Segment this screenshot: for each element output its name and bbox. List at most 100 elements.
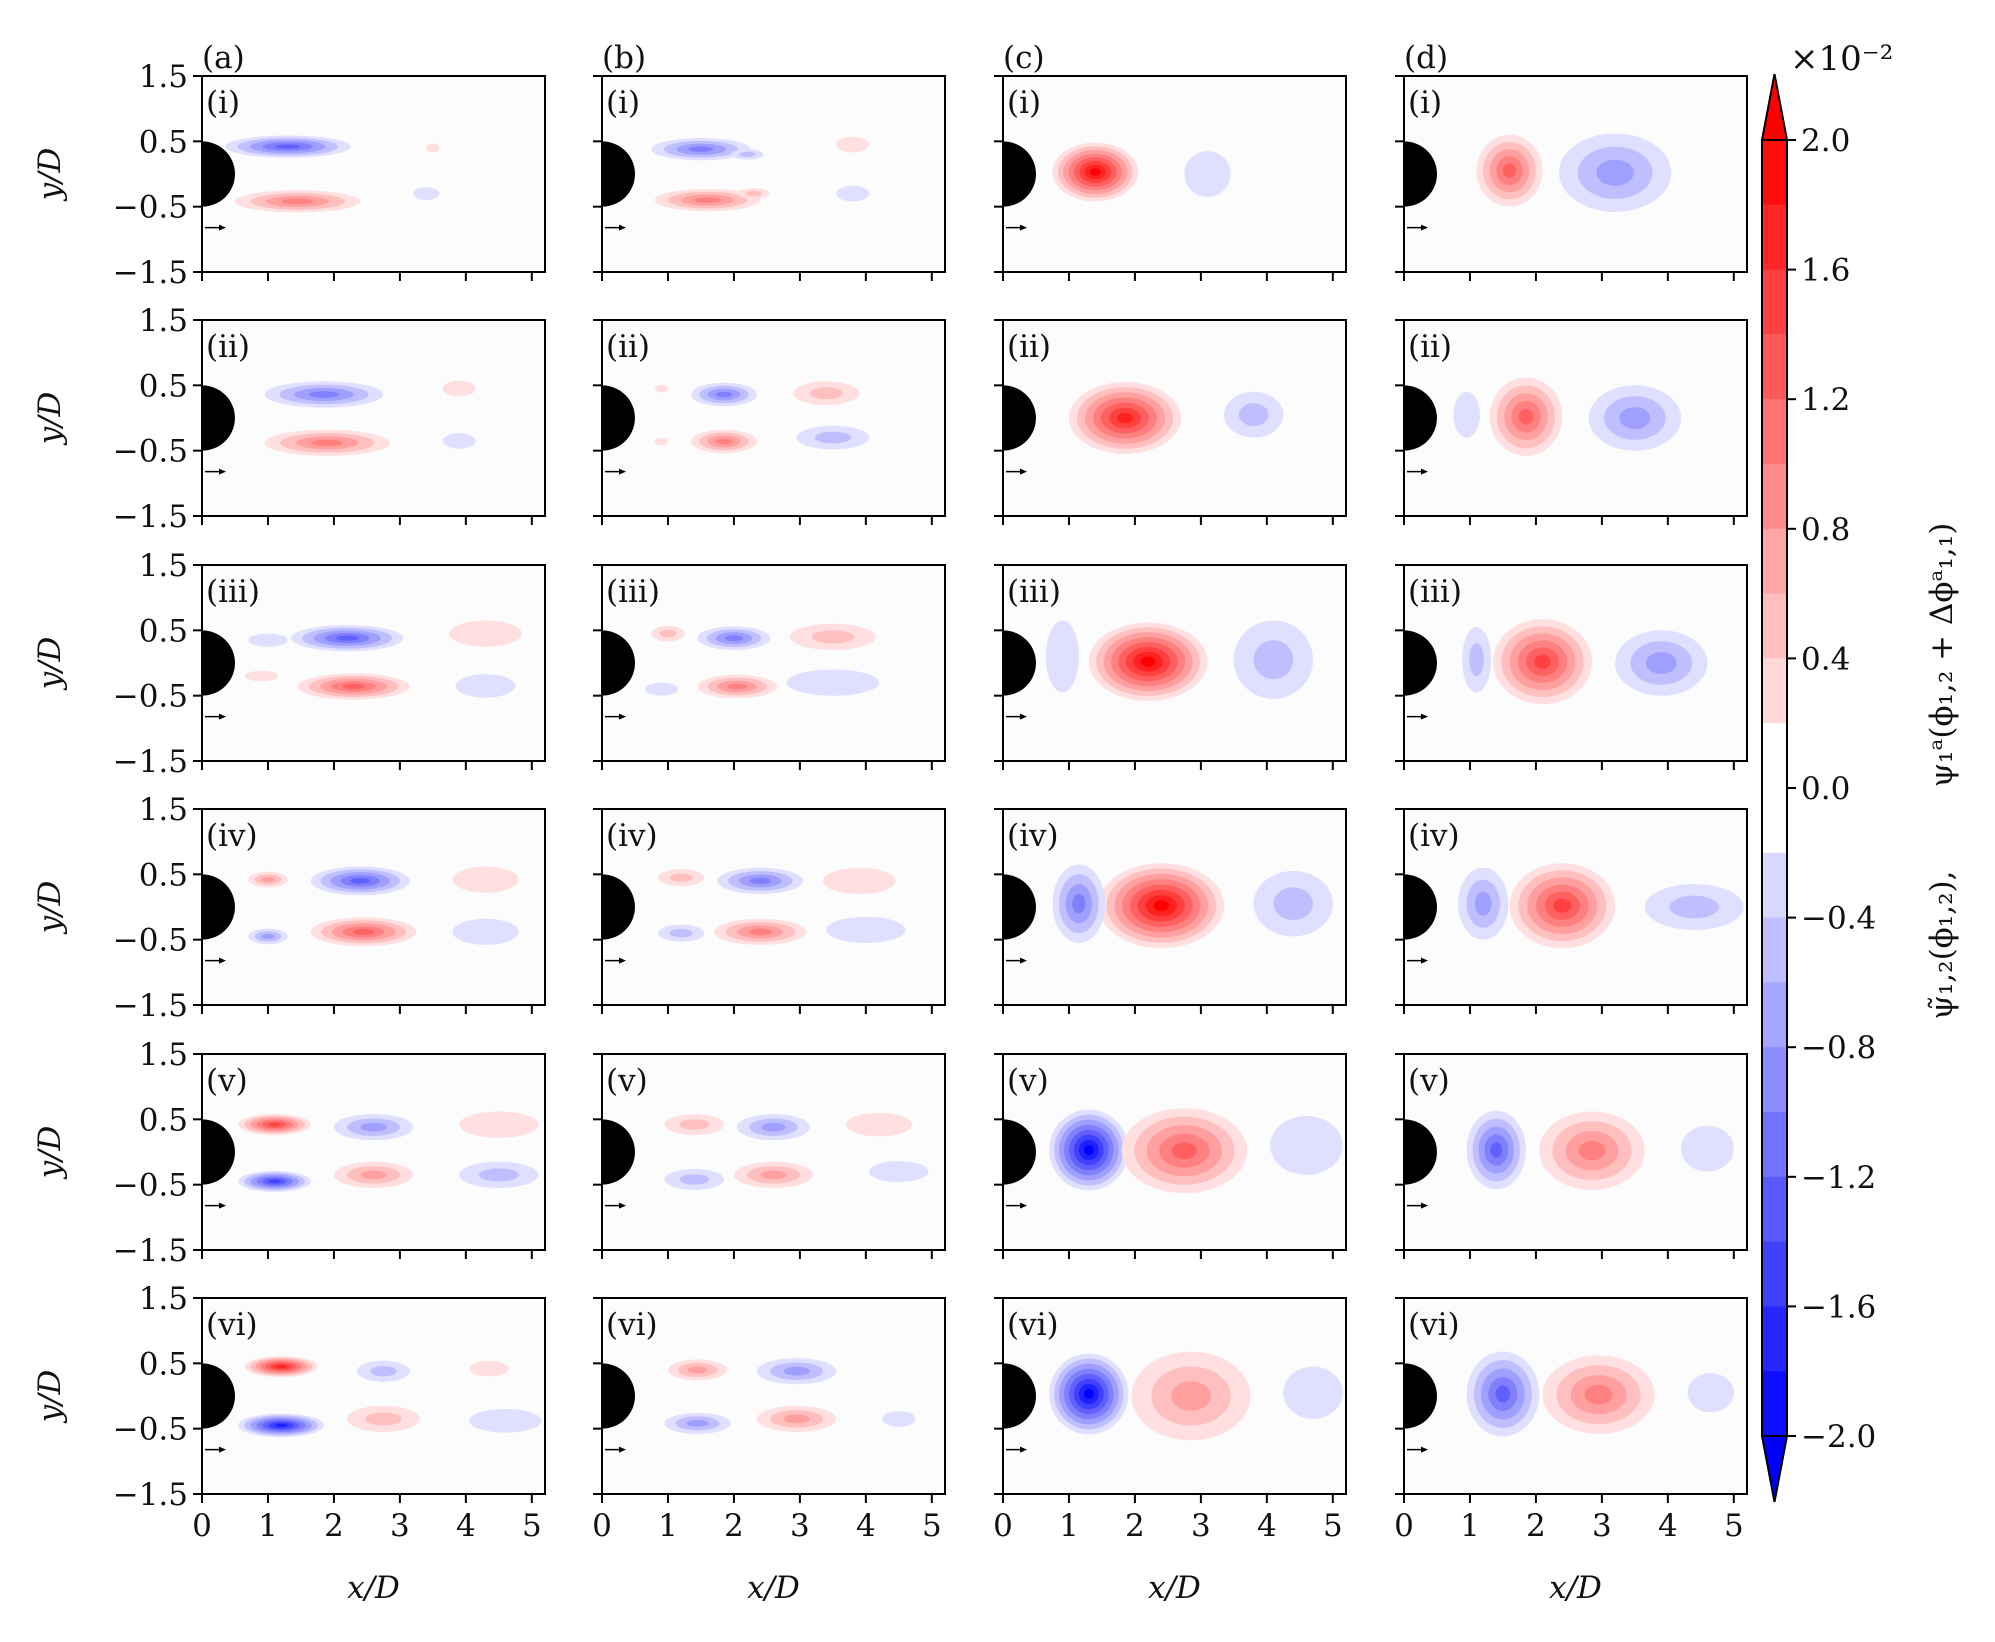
panel-a-iii: 1.5 0.5 −0.5 −1.5 (iii) y/D <box>32 548 546 780</box>
colorbar-band <box>1762 1306 1787 1372</box>
colorbar-band <box>1762 334 1787 400</box>
panel-background <box>602 76 945 272</box>
row-label: (iv) <box>1007 818 1059 854</box>
panel-d-iv: (iv) <box>1395 808 1748 1014</box>
contour-blob <box>225 135 351 158</box>
row-label: (iii) <box>1408 574 1462 610</box>
contour-blob <box>1283 1366 1343 1419</box>
panel-frame <box>1403 1053 1748 1251</box>
contour-blob <box>248 633 288 647</box>
y-tick-label: −1.5 <box>113 1477 188 1513</box>
contour-blob <box>1687 1373 1734 1413</box>
flow-arrow-head <box>619 957 626 964</box>
contour-level <box>1171 1142 1197 1160</box>
contour-level <box>644 682 678 696</box>
flow-arrow-head <box>1020 713 1027 720</box>
panel-background <box>602 320 945 516</box>
x-tick-label: 4 <box>1257 1508 1277 1544</box>
colorbar-band <box>1762 1176 1787 1243</box>
x-tick-label: 2 <box>1526 1508 1546 1544</box>
colorbar-tick-label: 2.0 <box>1801 123 1850 159</box>
colorbar-extension-max <box>1760 73 1789 141</box>
contour-blob <box>234 190 361 213</box>
contour-blob <box>1559 133 1672 212</box>
cylinder-shape <box>202 141 235 207</box>
contour-blob <box>836 136 870 153</box>
cylinder-shape <box>602 1119 635 1185</box>
contour-blob <box>664 1168 724 1190</box>
contour-field <box>1453 377 1682 456</box>
contour-blob <box>244 1356 318 1378</box>
flow-arrow-head <box>219 957 226 964</box>
contour-field <box>1466 1110 1734 1190</box>
colorbar-exponent: ×10⁻² <box>1790 39 1893 79</box>
contour-level <box>783 1366 810 1376</box>
contour-blob <box>644 682 678 696</box>
row-label: (iii) <box>1007 574 1061 610</box>
y-axis-label: y/D <box>32 880 68 935</box>
contour-blob <box>333 1114 414 1141</box>
cylinder-shape <box>602 141 635 207</box>
contour-level <box>846 1112 912 1137</box>
panel-b-v: (v) <box>593 1053 946 1259</box>
contour-blob <box>455 674 516 698</box>
contour-level <box>1140 656 1156 667</box>
panel-c-iii: (iii) <box>994 564 1347 770</box>
y-tick-label: −0.5 <box>113 923 188 959</box>
flow-arrow-head <box>1020 957 1027 964</box>
contour-blob <box>654 189 761 212</box>
y-tick-label: −1.5 <box>113 988 188 1024</box>
row-label: (i) <box>1408 85 1442 121</box>
colorbar-tick-label: −0.8 <box>1801 1030 1876 1066</box>
y-tick-label: −0.5 <box>113 1412 188 1448</box>
contour-level <box>1184 151 1231 197</box>
y-axis-label: y/D <box>32 1125 68 1180</box>
flow-arrow-head <box>1421 713 1428 720</box>
colorbar-band <box>1762 917 1787 983</box>
cylinder-shape <box>202 1119 235 1185</box>
cylinder-shape <box>1404 1363 1437 1429</box>
x-tick-label: 1 <box>258 1508 278 1544</box>
contour-level <box>836 136 870 153</box>
contour-blob <box>1068 382 1182 454</box>
contour-blob <box>1644 884 1744 930</box>
panel-frame <box>1403 564 1748 762</box>
contour-blob <box>1466 1110 1527 1190</box>
colorbar-band <box>1762 1112 1787 1178</box>
contour-level <box>786 669 880 696</box>
contour-blob <box>882 1411 916 1427</box>
row-label: (v) <box>1408 1063 1450 1099</box>
contour-blob <box>1233 620 1313 699</box>
row-label: (v) <box>606 1063 648 1099</box>
contour-level <box>869 1161 929 1183</box>
contour-blob <box>413 187 440 201</box>
flow-arrow-head <box>1020 1446 1027 1453</box>
contour-field <box>644 623 880 699</box>
contour-field <box>238 1111 539 1192</box>
contour-field <box>1458 863 1744 949</box>
colorbar-tick-label: 1.6 <box>1801 253 1850 289</box>
contour-blob <box>737 1114 810 1141</box>
contour-level <box>826 916 906 944</box>
colorbar-band <box>1762 1241 1787 1307</box>
contour-blob <box>469 1409 542 1433</box>
y-tick-label: −0.5 <box>113 1168 188 1204</box>
cylinder-shape <box>202 1363 235 1429</box>
contour-level <box>268 1122 281 1127</box>
colorbar-tick-label: −1.2 <box>1801 1160 1876 1196</box>
contour-blob <box>1588 385 1682 451</box>
contour-blob <box>869 1161 929 1183</box>
x-axis-label: x/D <box>1549 1570 1602 1606</box>
row-label: (v) <box>206 1063 248 1099</box>
y-tick-label: 0.5 <box>139 613 188 649</box>
y-axis-label: y/D <box>32 391 68 446</box>
panel-frame <box>201 75 546 273</box>
contour-level <box>1238 403 1269 427</box>
y-tick-label: −0.5 <box>113 190 188 226</box>
contour-level <box>679 1119 710 1130</box>
y-tick-label: −1.5 <box>113 744 188 780</box>
contour-blob <box>1131 1351 1251 1441</box>
contour-level <box>442 380 476 397</box>
panel-background <box>602 1054 945 1250</box>
